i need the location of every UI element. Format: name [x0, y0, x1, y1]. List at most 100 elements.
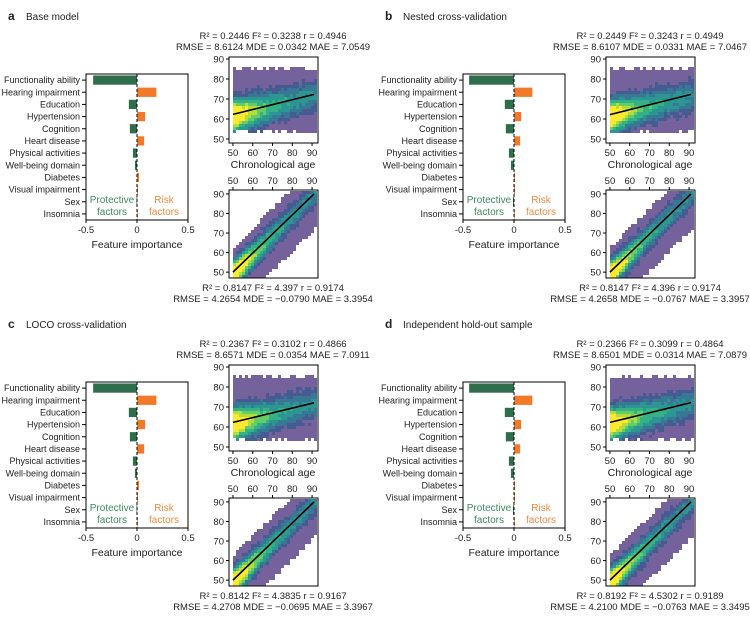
density-cell	[272, 396, 275, 399]
density-cell	[269, 417, 272, 420]
density-cell	[643, 227, 646, 230]
density-cell	[302, 103, 305, 106]
density-cell	[658, 387, 661, 390]
density-cell	[290, 106, 293, 109]
density-cell	[302, 426, 305, 429]
density-cell	[275, 405, 278, 408]
y-tick-label: 80	[590, 517, 601, 528]
density-cell	[652, 547, 655, 550]
density-cell	[670, 100, 673, 103]
density-cell	[646, 553, 649, 556]
density-cell	[652, 221, 655, 224]
density-cell	[670, 200, 673, 203]
density-cell	[622, 429, 625, 432]
density-cell	[640, 544, 643, 547]
density-cell	[245, 127, 248, 130]
density-cell	[634, 429, 637, 432]
density-cell	[242, 408, 245, 411]
density-cell	[679, 236, 682, 239]
density-cell	[679, 100, 682, 103]
density-cell	[311, 375, 314, 378]
density-cell	[688, 423, 691, 426]
density-cell	[649, 248, 652, 251]
density-cell	[667, 85, 670, 88]
density-cell	[682, 130, 685, 133]
density-cell	[628, 378, 631, 381]
density-cell	[239, 100, 242, 103]
density-cell	[655, 417, 658, 420]
density-cell	[625, 378, 628, 381]
density-cell	[634, 82, 637, 85]
density-cell	[616, 82, 619, 85]
density-cell	[628, 82, 631, 85]
density-cell	[649, 257, 652, 260]
density-cell	[676, 73, 679, 76]
density-cell	[616, 76, 619, 79]
density-cell	[670, 529, 673, 532]
density-cell	[269, 263, 272, 266]
density-cell	[278, 127, 281, 130]
density-cell	[640, 266, 643, 269]
y-tick-label: 60	[213, 248, 224, 259]
density-cell	[616, 387, 619, 390]
density-cell	[272, 266, 275, 269]
density-cell	[239, 79, 242, 82]
density-cell	[640, 263, 643, 266]
density-cell	[281, 224, 284, 227]
density-cell	[239, 260, 242, 263]
density-cell	[634, 432, 637, 435]
density-cell	[640, 257, 643, 260]
density-cell	[245, 124, 248, 127]
density-cell	[275, 248, 278, 251]
density-cell	[679, 429, 682, 432]
density-cell	[619, 438, 622, 441]
density-cell	[257, 227, 260, 230]
density-cell	[673, 535, 676, 538]
density-cell	[233, 414, 236, 417]
category-label: Well-being domain	[383, 160, 457, 170]
density-cell	[691, 378, 694, 381]
density-cell	[640, 387, 643, 390]
density-cell	[305, 417, 308, 420]
density-cell	[293, 529, 296, 532]
density-cell	[233, 432, 236, 435]
density-cell	[248, 414, 251, 417]
density-cell	[676, 230, 679, 233]
density-cell	[646, 230, 649, 233]
x-tick-label: 70	[644, 456, 655, 467]
density-cell	[242, 239, 245, 242]
density-cell	[685, 399, 688, 402]
density-cell	[673, 76, 676, 79]
density-cell	[245, 121, 248, 124]
panel-title: LOCO cross-validation	[26, 320, 127, 331]
density-cell	[314, 523, 317, 526]
density-cell	[266, 387, 269, 390]
density-cell	[667, 239, 670, 242]
density-cell	[637, 88, 640, 91]
density-cell	[263, 426, 266, 429]
density-cell	[296, 85, 299, 88]
density-cell	[278, 239, 281, 242]
density-cell	[619, 417, 622, 420]
density-cell	[661, 209, 664, 212]
density-cell	[661, 233, 664, 236]
density-cell	[625, 121, 628, 124]
density-cell	[245, 245, 248, 248]
density-cell	[682, 215, 685, 218]
density-cell	[622, 124, 625, 127]
y-tick-label: 70	[213, 95, 224, 106]
density-cell	[293, 85, 296, 88]
density-cell	[278, 378, 281, 381]
density-cell	[254, 574, 257, 577]
density-cell	[266, 212, 269, 215]
density-cell	[296, 538, 299, 541]
density-cell	[634, 118, 637, 121]
density-cell	[296, 203, 299, 206]
density-cell	[631, 88, 634, 91]
density-cell	[619, 387, 622, 390]
density-cell	[652, 118, 655, 121]
density-cell	[314, 200, 317, 203]
density-cell	[272, 109, 275, 112]
density-cell	[248, 248, 251, 251]
density-cell	[287, 381, 290, 384]
